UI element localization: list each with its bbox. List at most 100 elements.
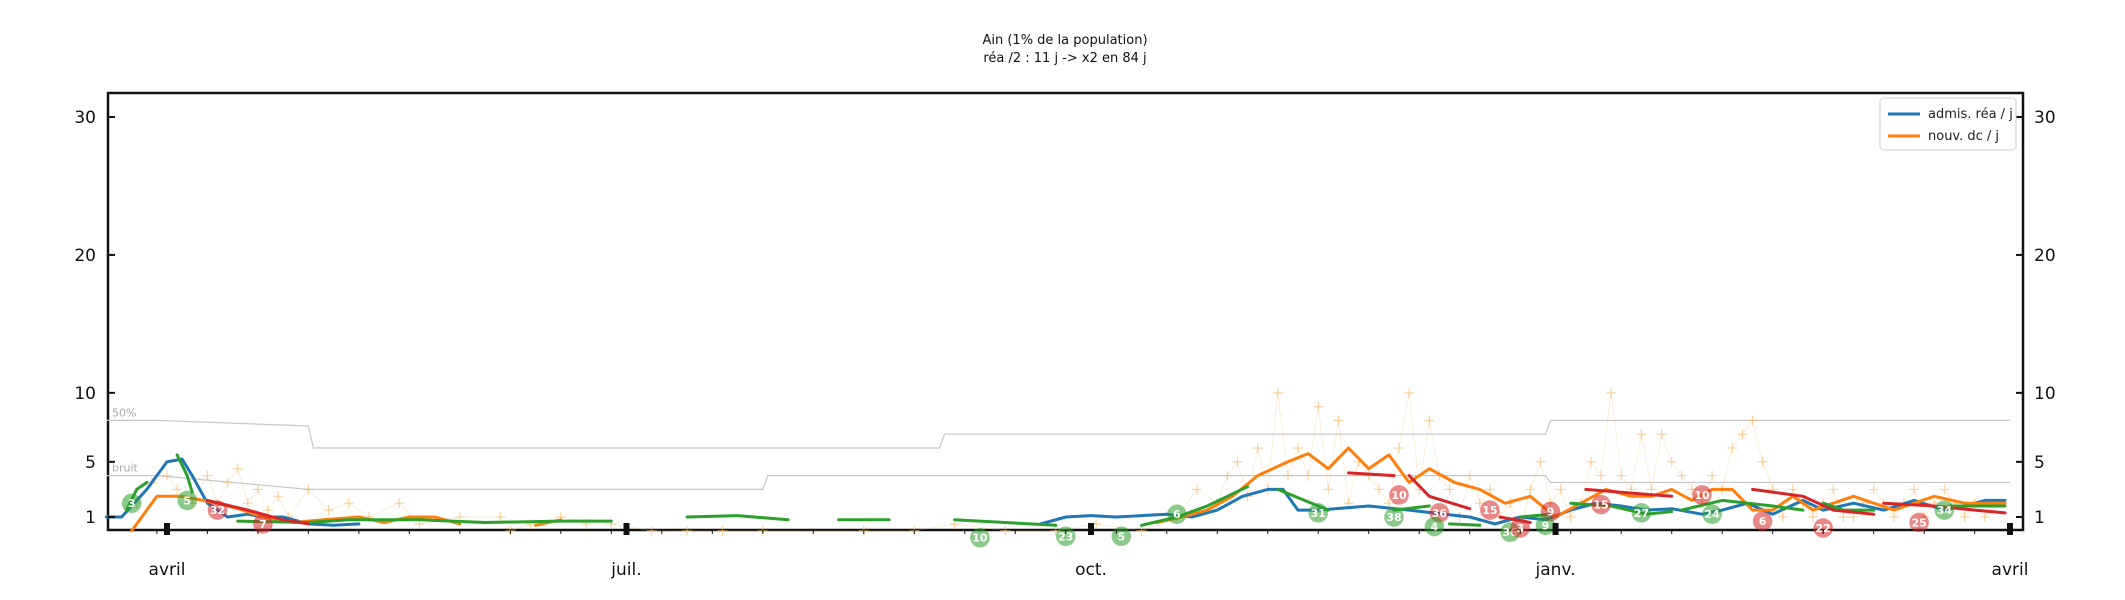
series-line [1155, 446, 2007, 524]
svg-text:4: 4 [1431, 521, 1439, 534]
daily-point [1616, 470, 1627, 481]
svg-text:10: 10 [1391, 489, 1407, 502]
svg-text:38: 38 [1386, 511, 1401, 524]
svg-text:36: 36 [1432, 507, 1448, 520]
series-line [685, 514, 790, 522]
svg-text:6: 6 [1759, 515, 1767, 528]
svg-text:9: 9 [1542, 519, 1550, 532]
annotation-badge: 32 [207, 500, 228, 520]
daily-point [1313, 401, 1324, 412]
y-tick-label-left: 5 [85, 453, 96, 473]
series-line [1751, 487, 1876, 516]
daily-point [1606, 387, 1617, 398]
x-tick-mark [1088, 523, 1095, 535]
series-line [1140, 485, 1250, 527]
daily-point [1808, 512, 1819, 522]
annotation-badge: 10 [1692, 485, 1712, 505]
daily-point [1535, 456, 1546, 467]
series-line [1407, 474, 1472, 511]
daily-point [1383, 498, 1394, 509]
daily-point [1676, 470, 1687, 481]
svg-text:3: 3 [128, 497, 136, 510]
legend: admis. réa / j nouv. dc / j [1879, 97, 2017, 151]
annotation-badge: 34 [1934, 500, 1955, 520]
daily-point [1282, 470, 1293, 481]
daily-point [1747, 415, 1758, 426]
svg-text:22: 22 [1816, 522, 1831, 535]
annotation-badge: 10 [970, 527, 990, 548]
annotation-badge: 27 [1631, 503, 1652, 523]
legend-label-dc: nouv. dc / j [1928, 129, 1999, 144]
daily-point [1727, 443, 1738, 454]
daily-point [1252, 443, 1263, 454]
daily-point [1757, 456, 1768, 467]
svg-text:6: 6 [1173, 508, 1181, 521]
svg-text:9: 9 [1547, 505, 1555, 518]
daily-point [1868, 484, 1879, 495]
daily-point [343, 498, 354, 509]
annotation-badge: 6 [1752, 511, 1773, 531]
annotation-badge: 15 [1591, 494, 1611, 515]
svg-text:24: 24 [1704, 508, 1720, 521]
svg-text:34: 34 [1937, 504, 1953, 517]
daily-point [1232, 456, 1243, 467]
daily-point [252, 484, 263, 495]
y-tick-label-right: 5 [2034, 453, 2045, 473]
x-tick-mark [2007, 523, 2013, 535]
annotation-badge: 15 [1480, 500, 1500, 520]
daily-point [1959, 512, 1970, 522]
annotation-badge: 24 [1702, 504, 1722, 524]
daily-point [495, 512, 506, 522]
daily-point [1373, 484, 1384, 495]
daily-point [262, 505, 273, 516]
daily-point [162, 470, 172, 481]
series-line [1347, 471, 1396, 478]
daily-point [1293, 443, 1304, 454]
annotation-badge: 9 [1535, 515, 1556, 536]
daily-point [1636, 429, 1647, 440]
daily-point [1444, 484, 1455, 495]
daily-point [1000, 525, 1011, 536]
reference-line-label: 50% [112, 406, 136, 419]
annotation-badge: 22 [1813, 518, 1833, 538]
series-line [1680, 498, 1805, 512]
daily-point [1777, 512, 1788, 522]
daily-point [1646, 484, 1657, 495]
daily-point [1666, 456, 1677, 467]
x-tick-label: avril [149, 560, 186, 580]
annotation-badge: 23 [1056, 526, 1076, 547]
daily-point [1596, 470, 1607, 481]
daily-point [1737, 429, 1748, 440]
chart-subtitle: réa /2 : 11 j -> x2 en 84 j [983, 51, 1146, 66]
reference-line-label: bruit [112, 462, 139, 475]
annotation-badge: 6 [1167, 504, 1187, 524]
series-line [1569, 501, 1674, 516]
svg-text:3: 3 [1516, 522, 1524, 535]
daily-point [222, 477, 233, 488]
daily-point [1424, 415, 1435, 426]
daily-point [1484, 484, 1495, 495]
plot-frame [106, 91, 2025, 532]
svg-text:32: 32 [210, 504, 225, 517]
daily-point [1707, 470, 1718, 481]
svg-text:5: 5 [1117, 530, 1125, 543]
y-tick-label-left: 30 [74, 108, 96, 128]
series-lines [104, 446, 2007, 533]
series-line [1882, 501, 2007, 515]
daily-point [1555, 484, 1566, 495]
annotation-badge: 3 [121, 493, 142, 513]
svg-text:10: 10 [972, 532, 988, 545]
series-line [1584, 487, 1674, 498]
x-axis-ticks: avril juil. oct. janv. avril [149, 523, 2028, 580]
annotation-badge: 4 [1424, 516, 1445, 537]
y-tick-label-right: 30 [2034, 108, 2056, 128]
series-line [1448, 522, 1482, 527]
daily-point [232, 463, 243, 474]
daily-point [1394, 443, 1405, 454]
daily-point [1979, 512, 1990, 522]
daily-point [1939, 484, 1950, 495]
svg-text:10: 10 [1694, 489, 1710, 502]
daily-point [202, 470, 213, 481]
